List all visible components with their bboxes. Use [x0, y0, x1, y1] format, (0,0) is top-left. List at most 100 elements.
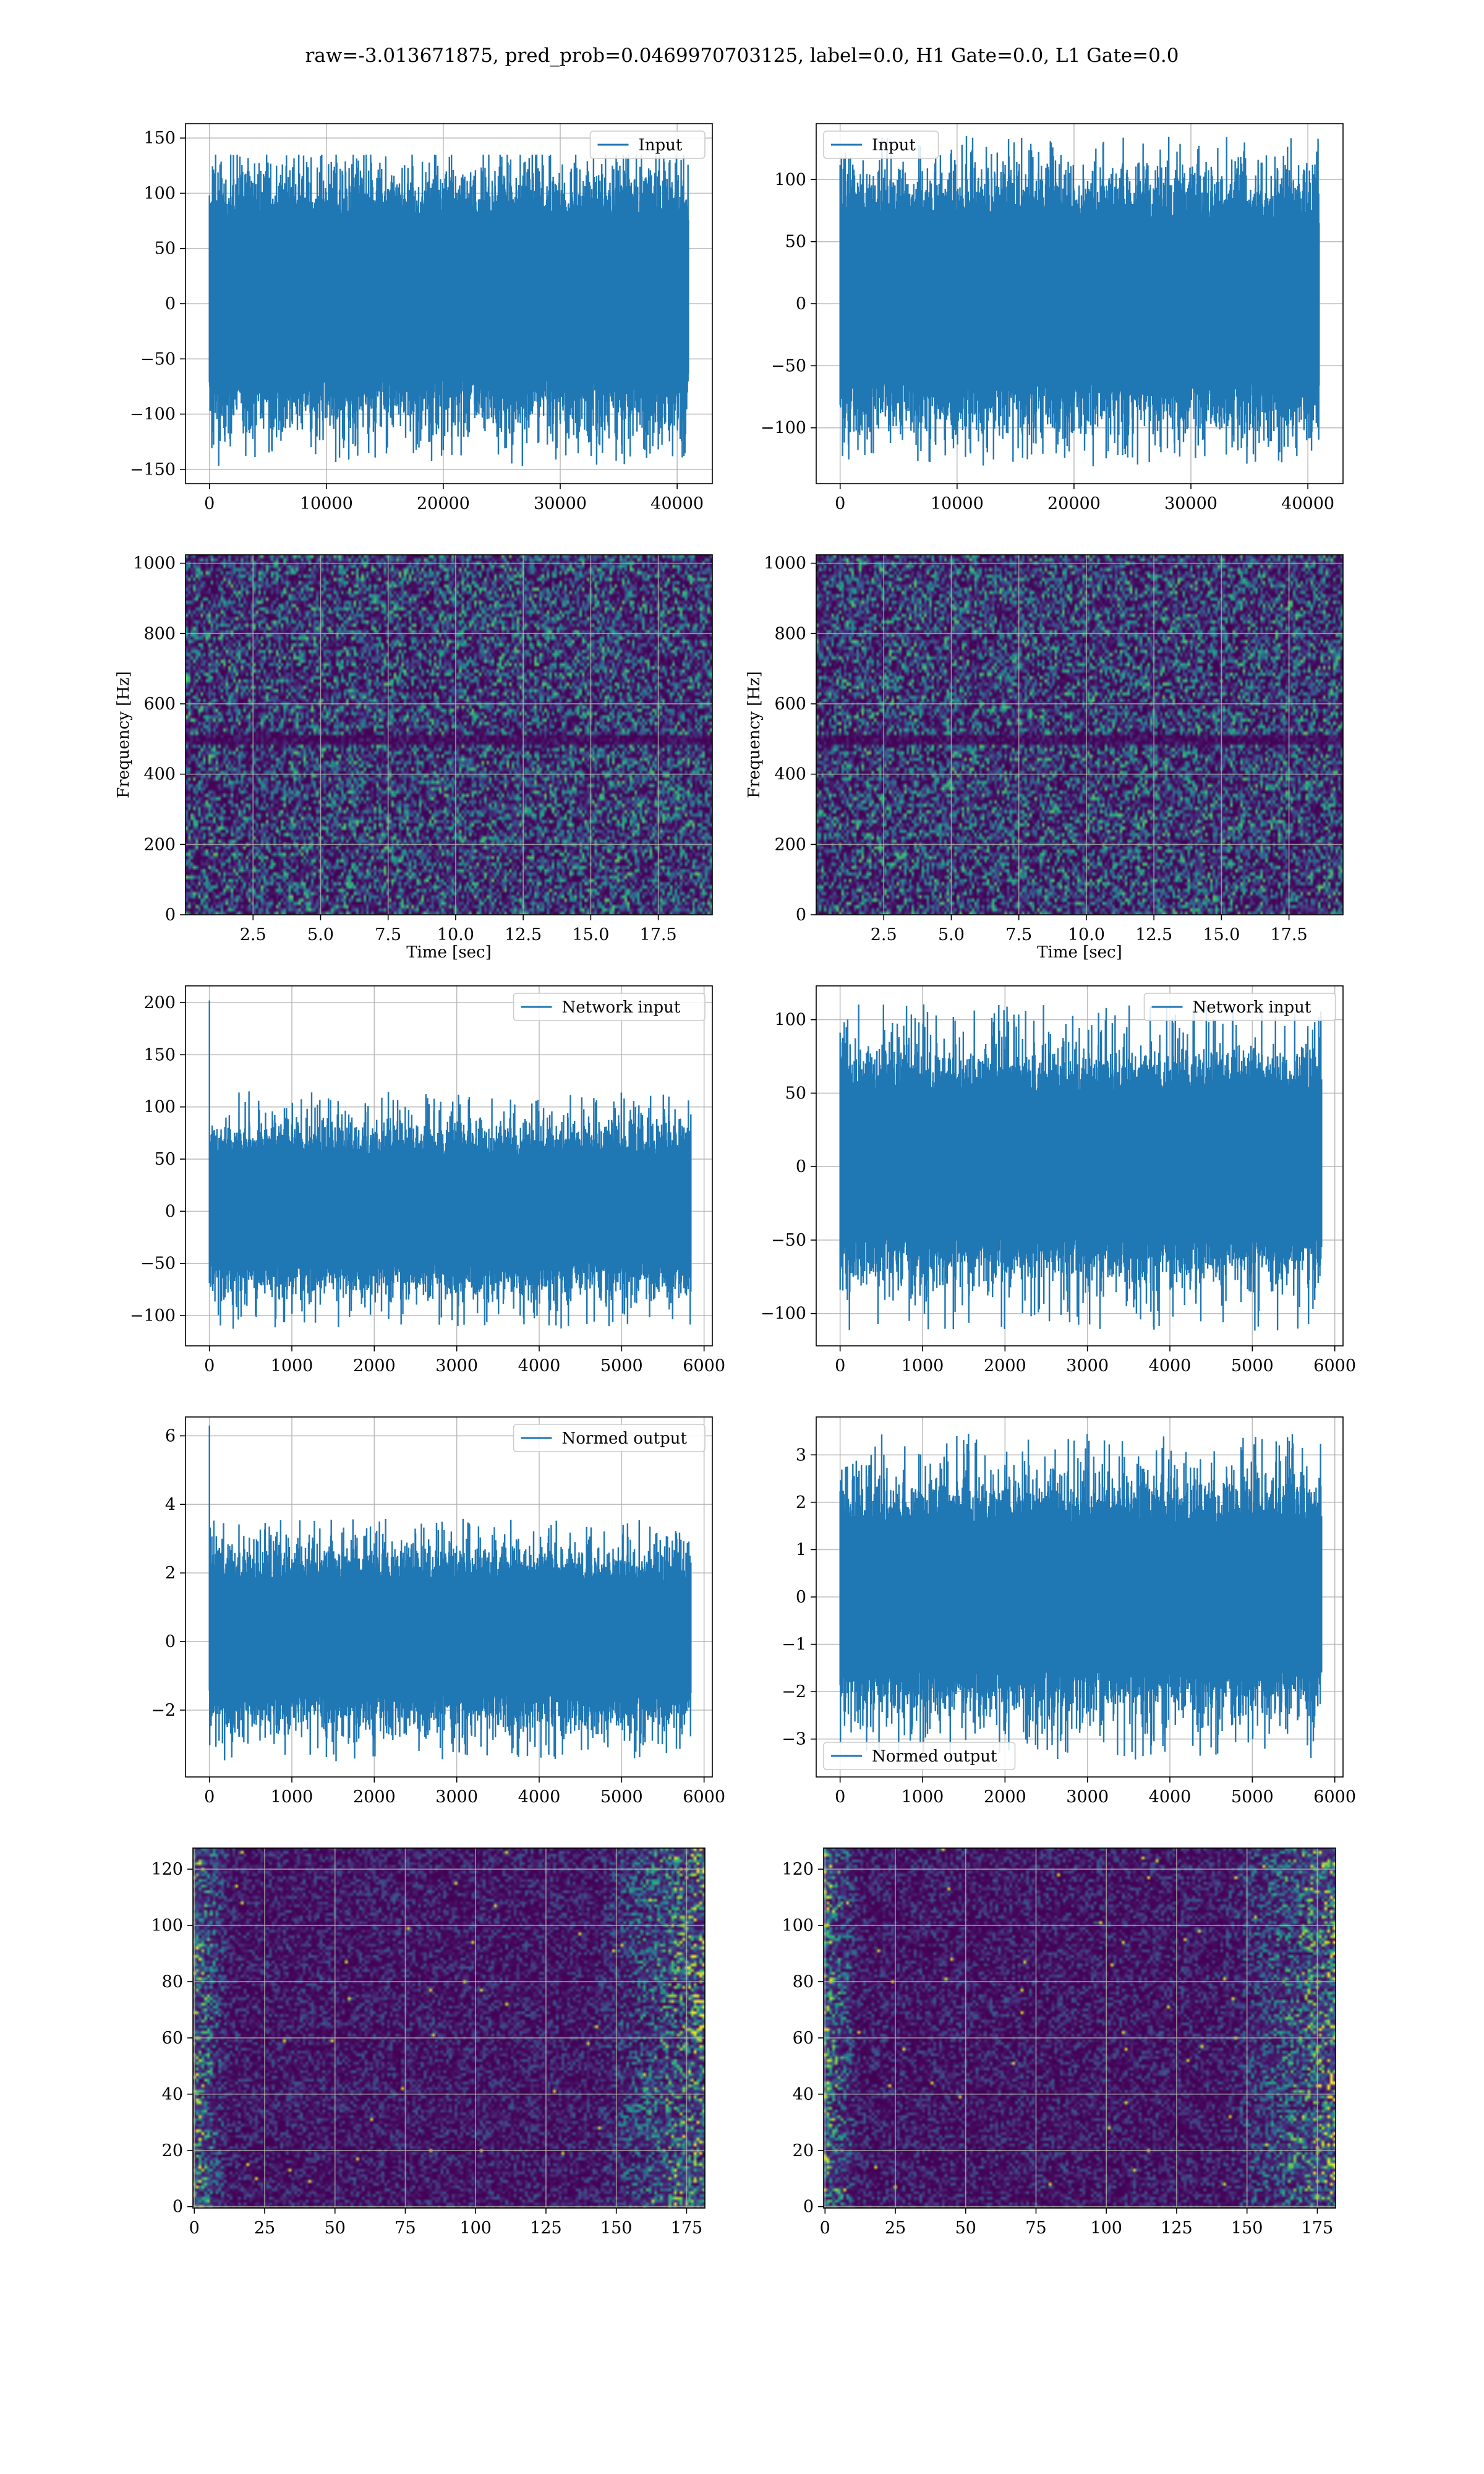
y-tick-label: 400 [774, 765, 806, 784]
x-tick-label: 15.0 [572, 925, 609, 944]
panel-netin-right: 0 1000 2000 3000 4000 5000 6000 −100 −50 0 50 100 Ne… [761, 985, 1356, 1376]
legend-label: Normed output [872, 1747, 997, 1766]
y-tick-label: 0 [165, 294, 176, 314]
signal-line [208, 1000, 692, 1329]
x-tick-label: 30000 [1164, 494, 1217, 513]
legend-label: Input [872, 136, 916, 155]
x-tick-label: 4000 [518, 1787, 561, 1807]
y-tick-label: 200 [143, 835, 176, 854]
legend-box [823, 131, 939, 159]
y-tick-label: 600 [774, 695, 806, 714]
signal-line [839, 1434, 1323, 1760]
x-tick-label: 0 [204, 1356, 215, 1376]
y-tick-label: 150 [143, 129, 176, 148]
y-tick-label: −100 [130, 405, 176, 424]
x-tick-label: 1000 [271, 1356, 313, 1376]
y-tick-label: 60 [793, 2029, 814, 2048]
panel-input-right: 0 10000 20000 30000 40000 −100 −50 0 50 100 Input [761, 123, 1344, 513]
x-tick-label: 3000 [1066, 1787, 1109, 1807]
x-tick-label: 0 [189, 2219, 200, 2238]
y-tick-label: −2 [151, 1701, 176, 1720]
x-tick-label: 1000 [902, 1356, 944, 1376]
y-tick-label: 800 [774, 624, 806, 643]
x-tick-label: 10000 [300, 494, 353, 513]
axes-frame [192, 1847, 706, 2209]
x-tick-label: 4000 [518, 1356, 561, 1376]
x-tick-label: 20000 [1047, 494, 1101, 513]
y-tick-label: 80 [162, 1972, 183, 1992]
x-tick-label: 6000 [683, 1356, 725, 1376]
x-tick-label: 2000 [984, 1356, 1026, 1376]
legend-label: Network input [562, 998, 681, 1017]
x-tick-label: 50 [955, 2219, 976, 2238]
signal-line [208, 154, 689, 466]
y-tick-label: 0 [173, 2198, 183, 2217]
x-tick-label: 15.0 [1203, 925, 1240, 944]
y-tick-label: 200 [774, 835, 806, 854]
y-tick-label: 20 [162, 2141, 183, 2160]
y-axis-label: Frequency [Hz] [745, 671, 764, 798]
y-tick-label: −2 [782, 1682, 806, 1701]
axes-frame [816, 554, 1344, 915]
y-tick-label: 6 [165, 1426, 176, 1445]
axes-frame [185, 554, 713, 915]
y-tick-label: −50 [771, 1231, 806, 1250]
y-tick-label: 1000 [764, 554, 806, 573]
y-tick-label: −150 [130, 460, 176, 479]
x-axis-label: Time [sec] [406, 943, 492, 962]
x-tick-label: 150 [1231, 2219, 1263, 2238]
y-tick-label: 0 [165, 1202, 176, 1221]
y-tick-label: 800 [143, 624, 176, 643]
x-tick-label: 0 [835, 1787, 845, 1807]
y-tick-label: 1000 [133, 554, 176, 573]
x-tick-label: 2000 [353, 1787, 396, 1807]
x-tick-label: 10000 [931, 494, 984, 513]
y-tick-label: 100 [774, 170, 806, 189]
panel-netin-left: 0 1000 2000 3000 4000 5000 6000 −100 −50 0 50 100 15… [130, 985, 725, 1376]
x-tick-label: 5000 [1231, 1787, 1274, 1807]
panel-input-left: 0 10000 20000 30000 40000 −150 −100 −50 0 50 100 15… [130, 123, 713, 513]
x-tick-label: 17.5 [640, 925, 677, 944]
y-tick-label: 100 [143, 1098, 176, 1117]
y-tick-label: 0 [165, 1632, 176, 1651]
y-tick-label: −50 [771, 356, 806, 375]
legend-label: Input [639, 136, 683, 155]
legend-label: Network input [1193, 998, 1311, 1017]
x-tick-label: 1000 [271, 1787, 313, 1807]
y-tick-label: −100 [130, 1306, 176, 1325]
x-tick-label: 20000 [417, 494, 470, 513]
panel-feat-right: 0 25 50 75 100 125 150 175 0 20 40 60 80 100 120 [782, 1847, 1336, 2238]
legend: Input [823, 131, 939, 159]
y-axis-label: Frequency [Hz] [114, 671, 133, 798]
y-tick-label: 0 [796, 1157, 806, 1176]
x-tick-label: 5000 [600, 1787, 643, 1807]
y-tick-label: 2 [165, 1564, 176, 1583]
legend: Input [589, 131, 706, 159]
y-tick-label: 3 [796, 1445, 806, 1465]
panel-spec-right: 2.5 5.0 7.5 10.0 12.5 15.0 17.5 0 200 400 600 800 10… [745, 554, 1344, 962]
x-tick-label: 0 [204, 494, 215, 513]
x-tick-label: 2.5 [240, 925, 267, 944]
y-tick-label: 50 [785, 233, 806, 252]
x-tick-label: 7.5 [375, 925, 401, 944]
figure-suptitle: raw=-3.013671875, pred_prob=0.0469970703… [305, 45, 1179, 67]
x-tick-label: 12.5 [505, 925, 542, 944]
y-tick-label: 50 [155, 1150, 176, 1169]
y-tick-label: 600 [143, 695, 176, 714]
y-tick-label: −100 [761, 419, 806, 438]
y-tick-label: 40 [162, 2085, 183, 2104]
legend: Network input [513, 993, 706, 1021]
signal-line [839, 1004, 1323, 1331]
x-tick-label: 175 [1302, 2219, 1334, 2238]
heatmap-image [824, 1848, 1336, 2208]
x-tick-label: 100 [459, 2219, 492, 2238]
y-tick-label: 0 [796, 294, 806, 314]
y-tick-label: 400 [143, 765, 176, 784]
x-tick-label: 25 [254, 2219, 275, 2238]
axes-frame [185, 985, 713, 1346]
x-tick-label: 17.5 [1271, 925, 1308, 944]
x-tick-label: 1000 [902, 1787, 944, 1807]
x-tick-label: 2000 [353, 1356, 396, 1376]
x-tick-label: 25 [885, 2219, 906, 2238]
x-tick-label: 6000 [1313, 1356, 1356, 1376]
